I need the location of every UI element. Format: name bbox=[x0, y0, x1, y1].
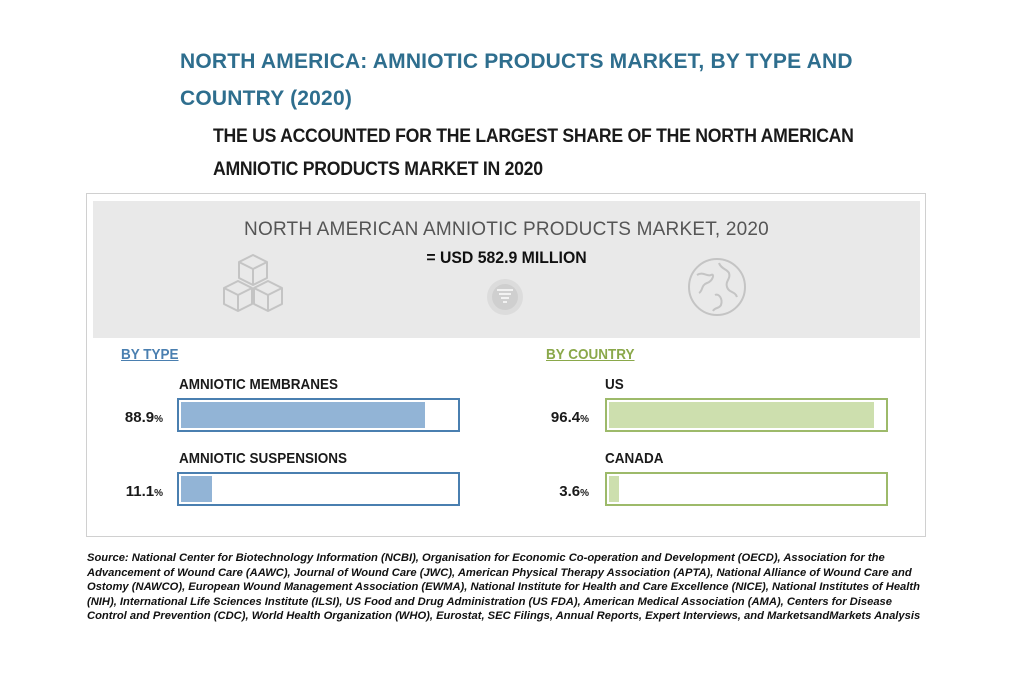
bar-track-country bbox=[605, 398, 888, 432]
market-banner: NORTH AMERICAN AMNIOTIC PRODUCTS MARKET,… bbox=[93, 201, 920, 338]
bar-country bbox=[609, 476, 619, 502]
funnel-icon bbox=[487, 279, 523, 315]
category-label-country: CANADA bbox=[605, 450, 664, 467]
banner-value: = USD 582.9 MILLION bbox=[426, 248, 587, 267]
cubes-icon bbox=[223, 254, 283, 312]
bar-track-type bbox=[177, 472, 460, 506]
bar-type bbox=[181, 402, 426, 428]
value-unit: % bbox=[580, 414, 589, 425]
page-subtitle: THE US ACCOUNTED FOR THE LARGEST SHARE O… bbox=[213, 126, 854, 180]
value-number: 96.4 bbox=[550, 409, 581, 426]
value-label-country: 3.6% bbox=[509, 483, 589, 500]
bar-country bbox=[609, 402, 875, 428]
category-label-type: AMNIOTIC SUSPENSIONS bbox=[179, 450, 348, 467]
value-label-country: 96.4% bbox=[509, 409, 589, 426]
globe-icon bbox=[688, 258, 746, 316]
category-label-type: AMNIOTIC MEMBRANES bbox=[179, 376, 339, 393]
infographic-card: NORTH AMERICAN AMNIOTIC PRODUCTS MARKET,… bbox=[86, 193, 926, 537]
value-number: 11.1 bbox=[125, 483, 155, 500]
value-label-type: 11.1% bbox=[83, 483, 163, 500]
value-number: 88.9 bbox=[124, 409, 155, 426]
value-unit: % bbox=[154, 414, 163, 425]
bar-track-country bbox=[605, 472, 888, 506]
category-label-country: US bbox=[605, 376, 624, 393]
bar-type bbox=[181, 476, 212, 502]
value-unit: % bbox=[154, 488, 163, 499]
source-note: Source: National Center for Biotechnolog… bbox=[87, 552, 921, 623]
value-number: 3.6 bbox=[559, 483, 581, 500]
by-type-label: BY TYPE bbox=[121, 346, 179, 363]
bar-track-type bbox=[177, 398, 460, 432]
value-unit: % bbox=[580, 488, 589, 499]
value-label-type: 88.9% bbox=[83, 409, 163, 426]
by-country-label: BY COUNTRY bbox=[546, 346, 635, 363]
page-title: NORTH AMERICA: AMNIOTIC PRODUCTS MARKET,… bbox=[180, 50, 853, 110]
banner-title: NORTH AMERICAN AMNIOTIC PRODUCTS MARKET,… bbox=[244, 219, 769, 240]
